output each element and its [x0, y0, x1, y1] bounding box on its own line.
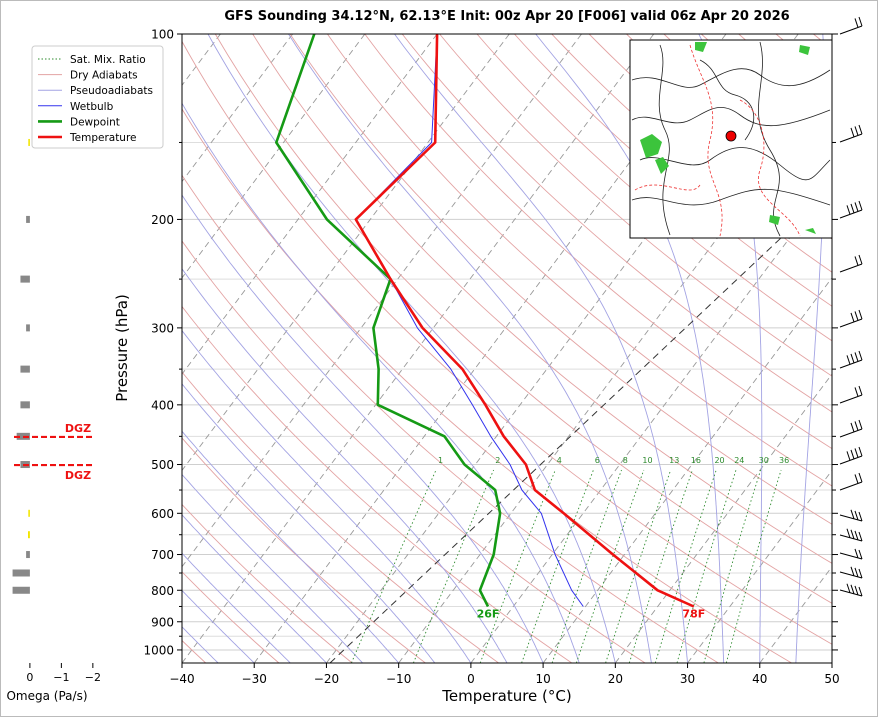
- mixing-ratio-label: 30: [759, 456, 769, 465]
- omega-x-tick-label: 0: [26, 671, 33, 684]
- x-tick-label: 30: [680, 672, 695, 686]
- omega-bar: [13, 569, 30, 576]
- mixing-ratio-label: 4: [557, 456, 562, 465]
- legend-label: Dewpoint: [70, 116, 120, 128]
- inset-map: [630, 40, 832, 238]
- x-tick-label: 40: [752, 672, 767, 686]
- y-tick-label: 700: [151, 548, 174, 562]
- x-tick-label: −30: [242, 672, 267, 686]
- x-tick-label: 20: [608, 672, 623, 686]
- y-tick-label: 200: [151, 213, 174, 227]
- mixing-ratio-label: 24: [734, 456, 744, 465]
- chart-title: GFS Sounding 34.12°N, 62.13°E Init: 00z …: [224, 9, 789, 24]
- x-axis-label: Temperature (°C): [441, 687, 571, 705]
- omega-bar: [28, 139, 30, 146]
- omega-bar: [20, 401, 29, 408]
- x-tick-label: −20: [314, 672, 339, 686]
- end-label: 78F: [682, 607, 705, 620]
- y-axis-label: Pressure (hPa): [113, 294, 131, 402]
- x-tick-label: −10: [386, 672, 411, 686]
- legend-label: Temperature: [69, 132, 137, 144]
- mixing-ratio-label: 20: [714, 456, 724, 465]
- legend-label: Dry Adiabats: [70, 70, 138, 82]
- dgz-label: DGZ: [65, 469, 91, 482]
- omega-bar: [28, 510, 30, 517]
- mixing-ratio-label: 13: [669, 456, 679, 465]
- y-tick-label: 300: [151, 321, 174, 335]
- omega-bar: [28, 531, 30, 538]
- x-tick-label: 10: [535, 672, 550, 686]
- x-tick-label: −40: [169, 672, 194, 686]
- dgz-label: DGZ: [65, 422, 91, 435]
- omega-bar: [26, 551, 30, 558]
- omega-axis-label: Omega (Pa/s): [6, 689, 87, 703]
- omega-bar: [26, 216, 30, 223]
- mixing-ratio-label: 8: [623, 456, 628, 465]
- omega-bar: [20, 276, 29, 283]
- omega-bar: [26, 324, 30, 331]
- y-tick-label: 400: [151, 398, 174, 412]
- mixing-ratio-label: 36: [779, 456, 789, 465]
- y-tick-label: 1000: [143, 643, 174, 657]
- legend-label: Wetbulb: [70, 101, 114, 113]
- omega-bar: [13, 587, 30, 594]
- legend-label: Pseudoadiabats: [70, 85, 153, 97]
- y-tick-label: 500: [151, 458, 174, 472]
- x-tick-label: 0: [467, 672, 475, 686]
- y-tick-label: 900: [151, 615, 174, 629]
- y-tick-label: 800: [151, 584, 174, 598]
- end-label: 26F: [477, 607, 500, 620]
- mixing-ratio-label: 10: [642, 456, 652, 465]
- omega-bar: [20, 366, 29, 373]
- mixing-ratio-label: 2: [495, 456, 500, 465]
- legend-label: Sat. Mix. Ratio: [70, 54, 146, 66]
- x-tick-label: 50: [824, 672, 839, 686]
- omega-x-tick-label: −1: [53, 671, 69, 684]
- mixing-ratio-label: 6: [595, 456, 600, 465]
- y-tick-label: 100: [151, 28, 174, 42]
- y-tick-label: 600: [151, 507, 174, 521]
- mixing-ratio-label: 1: [438, 456, 443, 465]
- omega-x-tick-label: −2: [85, 671, 101, 684]
- mixing-ratio-label: 16: [691, 456, 701, 465]
